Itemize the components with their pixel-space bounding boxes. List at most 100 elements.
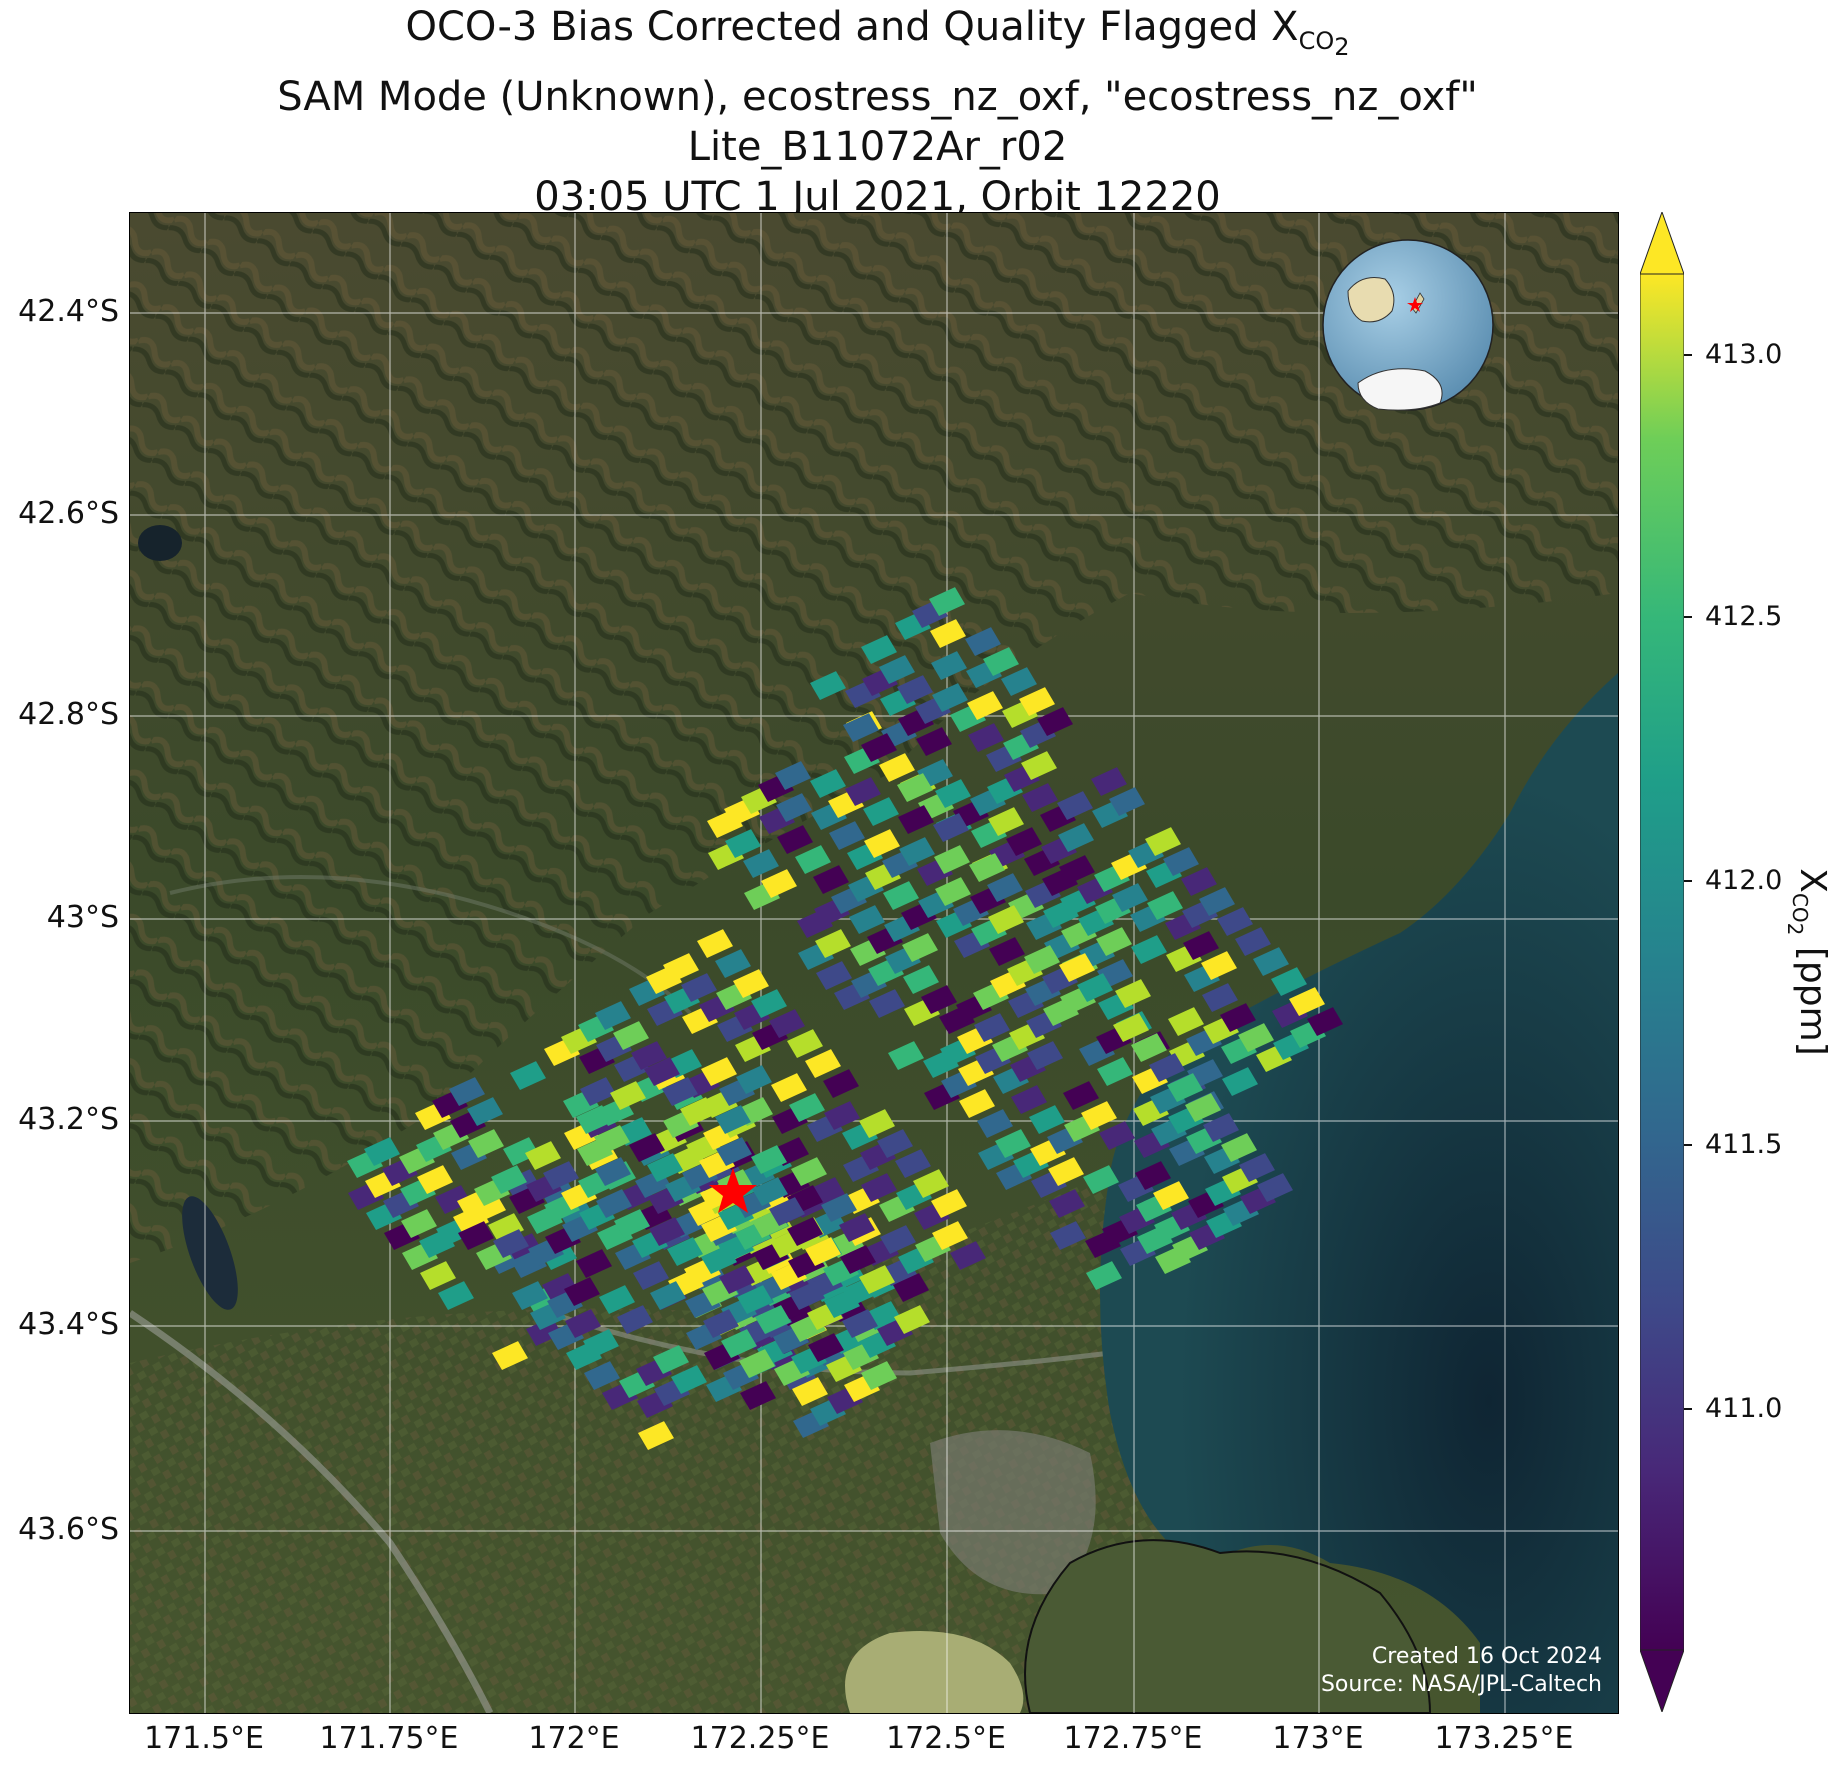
sounding-cell [701, 1057, 737, 1086]
australia-shape [1347, 277, 1395, 323]
sounding-cell [739, 1349, 775, 1378]
sounding-cell [493, 1229, 529, 1258]
sounding-cell [869, 989, 905, 1018]
sounding-cell [849, 905, 885, 934]
sounding-cell [435, 1185, 471, 1214]
plot-title: OCO-3 Bias Corrected and Quality Flagged… [0, 2, 1755, 222]
lat-tick-label: 43.4°S [18, 1307, 119, 1342]
sounding-cell [526, 1317, 562, 1346]
sounding-cell [761, 869, 797, 898]
sounding-cell [1203, 1113, 1239, 1142]
sounding-cell [771, 1073, 807, 1102]
sounding-cell [1050, 1221, 1086, 1250]
lat-tick-label: 42.4°S [18, 294, 119, 329]
lon-tick-label: 173.25°E [1434, 1721, 1574, 1756]
sounding-cell [488, 1213, 524, 1242]
sounding-cell [721, 1329, 757, 1358]
sounding-cell [610, 1081, 646, 1110]
sounding-cell [902, 933, 938, 962]
sounding-cell [931, 1189, 967, 1218]
colorbar-tick-label: 412.0 [1705, 865, 1783, 896]
sounding-cell [491, 1165, 527, 1194]
sounding-cell [543, 1161, 579, 1190]
sounding-cell [1081, 1101, 1117, 1130]
sounding-cell [631, 1041, 667, 1070]
sounding-cell [716, 1137, 752, 1166]
sounding-cell [751, 989, 787, 1018]
lake-ellesmere [845, 1631, 1024, 1713]
river [169, 875, 692, 1015]
sounding-cell [805, 1049, 841, 1078]
sounding-cell [829, 821, 865, 850]
sounding-cell [1115, 979, 1151, 1008]
sounding-cell [614, 1209, 650, 1238]
sounding-cell [808, 1333, 844, 1362]
satellite-map[interactable] [130, 213, 1618, 1713]
sounding-cell [719, 1265, 755, 1294]
sounding-cell [1097, 1057, 1133, 1086]
sounding-cell [1077, 973, 1113, 1002]
lake [138, 525, 182, 561]
sounding-cell [1019, 687, 1055, 716]
sounding-cell [458, 1221, 494, 1250]
sounding-cell [859, 1265, 895, 1294]
sounding-cell [861, 635, 897, 664]
lon-tick-label: 172.25°E [690, 1721, 830, 1756]
xco2-soundings [347, 587, 1343, 1450]
sounding-cell [1029, 1105, 1065, 1134]
sounding-cell [580, 1077, 616, 1106]
sounding-cell [916, 727, 952, 756]
sounding-cell [775, 761, 811, 790]
sounding-cell [897, 675, 933, 704]
sounding-cell [1113, 1013, 1149, 1042]
lon-tick-label: 172.75°E [1063, 1721, 1203, 1756]
map-panel[interactable]: Created 16 Oct 2024 Source: NASA/JPL-Cal… [129, 212, 1619, 1714]
sounding-cell [977, 1109, 1013, 1138]
sounding-cell [903, 965, 939, 994]
sounding-cell [647, 1153, 683, 1182]
sounding-cell [743, 849, 779, 878]
sounding-cell [364, 1137, 400, 1166]
sounding-cell [576, 1249, 612, 1278]
sounding-cell [1049, 1189, 1085, 1218]
credit-text: Created 16 Oct 2024 Source: NASA/JPL-Cal… [1321, 1643, 1602, 1699]
sounding-cell [968, 723, 1004, 752]
sounding-cell [737, 1285, 773, 1314]
title-line-3: Lite_B11072Ar_r02 [687, 123, 1068, 170]
colorbar-tick-label: 413.0 [1705, 339, 1783, 370]
sounding-cell [644, 1057, 680, 1086]
sounding-cell [898, 805, 934, 834]
sounding-cell [417, 1165, 453, 1194]
sounding-cell [776, 793, 812, 822]
sounding-cell [1021, 751, 1057, 780]
sounding-cell [787, 1029, 823, 1058]
colorbar [1640, 212, 1684, 1712]
sounding-cell [1149, 1053, 1185, 1082]
sounding-cell [933, 813, 969, 842]
lat-tick-label: 42.6°S [18, 496, 119, 531]
sounding-cell [879, 655, 915, 684]
sounding-cell [1183, 931, 1219, 960]
sounding-cell [792, 1377, 828, 1406]
sounding-cell [671, 1365, 707, 1394]
sounding-cell [1131, 935, 1167, 964]
sounding-cell [1022, 783, 1058, 812]
sounding-cell [1147, 891, 1183, 920]
sounding-cell [1059, 953, 1095, 982]
sounding-cell [1063, 1081, 1099, 1110]
sounding-cell [987, 873, 1023, 902]
sounding-cell [789, 1281, 825, 1310]
sounding-cell [512, 1281, 548, 1310]
sounding-cell [843, 713, 879, 742]
sounding-cell [681, 973, 717, 1002]
sounding-cell [823, 1069, 859, 1098]
sounding-cell [879, 753, 915, 782]
sounding-cell [897, 773, 933, 802]
sounding-cell [894, 1305, 930, 1334]
sounding-cell [1135, 1161, 1171, 1190]
sounding-cell [824, 1101, 860, 1130]
sounding-cell [989, 937, 1025, 966]
antarctica-shape [1357, 368, 1443, 411]
sounding-cell [468, 1129, 504, 1158]
title-line-1: OCO-3 Bias Corrected and Quality Flagged… [405, 4, 1350, 61]
